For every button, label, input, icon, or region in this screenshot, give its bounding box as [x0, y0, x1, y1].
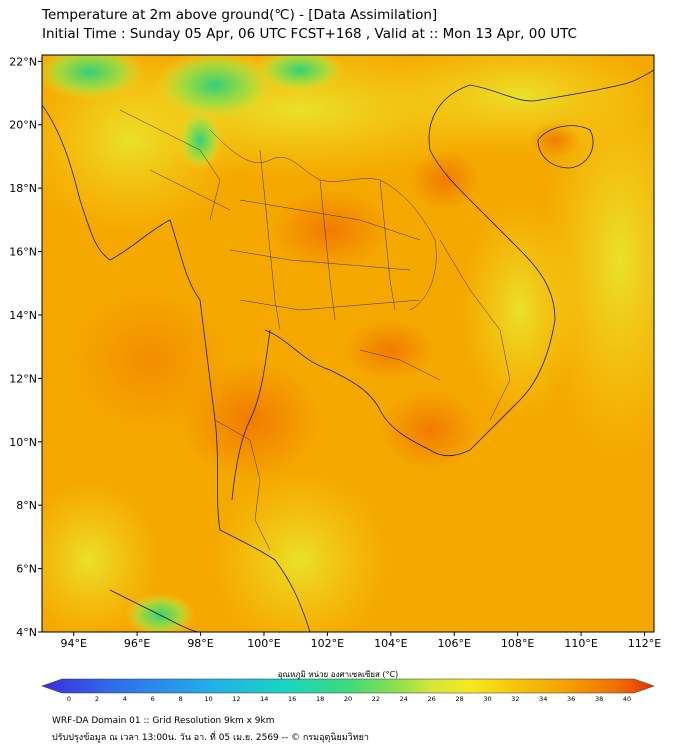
lat-label: 10°N [9, 436, 37, 449]
lon-label: 96°E [124, 637, 150, 650]
lon-label: 94°E [60, 637, 86, 650]
colorbar-tick-label: 12 [232, 695, 240, 703]
latitude-labels: 22°N 20°N 18°N 16°N 14°N 12°N 10°N 8°N 6°N 4°N [9, 55, 37, 639]
colorbar-tick-label: 28 [455, 695, 463, 703]
colorbar-tick-label: 38 [595, 695, 603, 703]
map-frame [41, 54, 655, 633]
lat-label: 4°N [16, 626, 37, 639]
colorbar-tick-label: 10 [204, 695, 212, 703]
lon-label: 98°E [187, 637, 213, 650]
lat-label: 20°N [9, 119, 37, 132]
colorbar-tick-label: 14 [260, 695, 268, 703]
colorbar-tick-label: 2 [95, 695, 99, 703]
lat-label: 22°N [9, 55, 37, 68]
colorbar-tick-label: 32 [511, 695, 519, 703]
lat-label: 18°N [9, 182, 37, 195]
lat-label: 6°N [16, 563, 37, 576]
colorbar-tick-label: 22 [372, 695, 380, 703]
coastlines [42, 69, 654, 632]
colorbar-tick-label: 36 [567, 695, 575, 703]
colorbar-tick-label: 34 [539, 695, 547, 703]
colorbar-tick-label: 26 [428, 695, 436, 703]
colorbar-tick-label: 0 [67, 695, 71, 703]
province-borders [119, 109, 511, 551]
lon-label: 100°E [247, 637, 280, 650]
lat-label: 8°N [16, 499, 37, 512]
temperature-field [42, 55, 654, 632]
lon-label: 104°E [374, 637, 407, 650]
colorbar-tick-label: 30 [483, 695, 491, 703]
axis-ticks [38, 60, 645, 636]
colorbar-tick-label: 18 [316, 695, 324, 703]
lon-label: 112°E [628, 637, 661, 650]
lon-label: 106°E [438, 637, 471, 650]
lon-label: 102°E [311, 637, 344, 650]
colorbar-tick-label: 8 [179, 695, 183, 703]
lat-label: 12°N [9, 372, 37, 385]
footer-line-2: ปรับปรุงข้อมูล ณ เวลา 13:00น. วัน อา. ที… [52, 733, 369, 743]
colorbar-tick-label: 6 [151, 695, 155, 703]
lat-label: 14°N [9, 309, 37, 322]
colorbar-tick-label: 40 [623, 695, 631, 703]
colorbar-title: อุณหภูมิ หน่วย องศาเซลเซียส (°C) [277, 670, 399, 679]
lon-label: 110°E [564, 637, 597, 650]
lat-label: 16°N [9, 246, 37, 259]
footer-line-1: WRF-DA Domain 01 :: Grid Resolution 9km … [52, 716, 275, 726]
colorbar-ticks: 0 2 4 6 8 10 12 14 16 18 20 22 24 26 28 30 32 34 36 38 40 [67, 695, 631, 703]
colorbar-tick-label: 24 [400, 695, 408, 703]
colorbar-bar [41, 678, 655, 694]
colorbar-tick-label: 16 [288, 695, 296, 703]
colorbar-tick-label: 20 [344, 695, 352, 703]
lon-label: 108°E [501, 637, 534, 650]
chart-subtitle: Initial Time : Sunday 05 Apr, 06 UTC FCS… [42, 26, 577, 42]
colorbar: 0 2 4 6 8 10 12 14 16 18 20 22 24 26 28 30 32 34 36 38 40 [41, 678, 655, 703]
colorbar-tick-label: 4 [123, 695, 127, 703]
longitude-labels: 94°E 96°E 98°E 100°E 102°E 104°E 106°E 108°E 110… [60, 637, 661, 650]
chart-title: Temperature at 2m above ground(℃) - [Dat… [42, 7, 438, 23]
